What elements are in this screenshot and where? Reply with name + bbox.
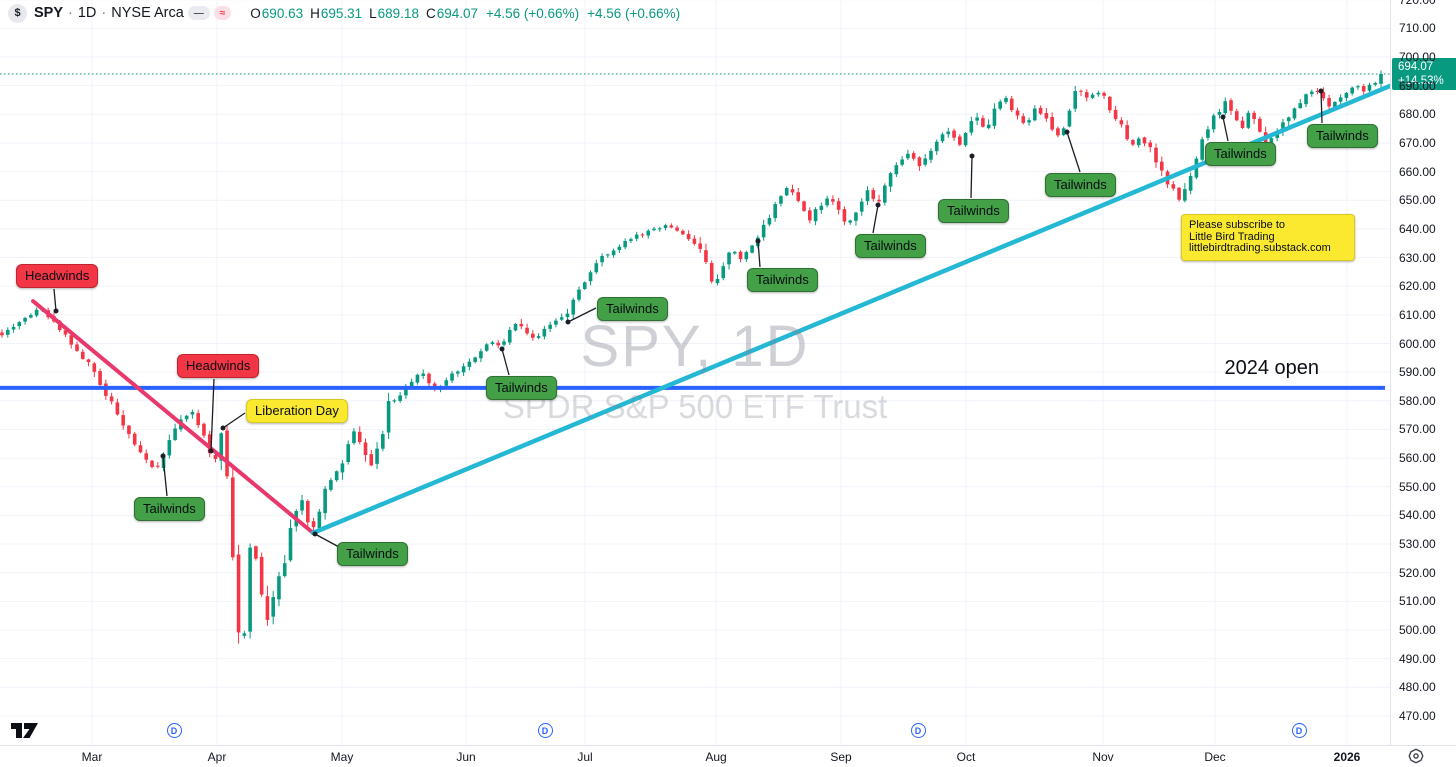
tailwinds-label[interactable]: Tailwinds [938, 199, 1009, 223]
high-value: 695.31 [320, 5, 363, 21]
price-tick-label: 510.00 [1399, 594, 1436, 609]
price-tick-label: 530.00 [1399, 537, 1436, 552]
candles [0, 70, 1383, 644]
time-tick-label: Sep [830, 750, 852, 764]
price-tick-label: 570.00 [1399, 422, 1436, 437]
tailwinds-label[interactable]: Tailwinds [1205, 142, 1276, 166]
headwinds-label[interactable]: Headwinds [16, 264, 99, 288]
time-tick-label: Nov [1092, 750, 1114, 764]
price-tick-label: 720.00 [1399, 0, 1436, 7]
symbol-logo[interactable]: $ [8, 3, 27, 23]
tailwinds-label[interactable]: Tailwinds [337, 542, 408, 566]
tailwinds-label[interactable]: Tailwinds [855, 234, 926, 258]
time-tick-label: Apr [207, 750, 227, 764]
subscribe-note-line: Little Bird Trading [1189, 230, 1275, 243]
price-tick-label: 690.00 [1399, 78, 1436, 93]
chart-pane[interactable]: SPY, 1D SPDR S&P 500 ETF Trust 2024 open… [0, 0, 1390, 745]
tailwinds-label[interactable]: Tailwinds [134, 497, 205, 521]
low-label: L [369, 5, 377, 21]
price-tick-label: 620.00 [1399, 279, 1436, 294]
annotation-callout-lines [53, 88, 1324, 548]
high-label: H [310, 5, 320, 21]
price-tick-label: 680.00 [1399, 107, 1436, 122]
tailwinds-label[interactable]: Tailwinds [1045, 173, 1116, 197]
approx-indicator-badge[interactable]: ≈ [213, 6, 232, 20]
symbol-header: $ SPY · 1D · NYSE Arca — ≈ O 690.63 H 695.… [8, 3, 680, 23]
price-tick-label: 700.00 [1399, 50, 1436, 64]
tradingview-logo[interactable] [10, 719, 40, 741]
extended-change-value: +4.56 (+0.66%) [587, 5, 681, 21]
tailwinds-label[interactable]: Tailwinds [486, 376, 557, 400]
low-value: 689.18 [377, 5, 419, 21]
price-tick-label: 520.00 [1399, 565, 1436, 580]
price-tick-label: 600.00 [1399, 336, 1436, 351]
last-price-tag: 694.07 +14.53% [1392, 57, 1456, 90]
price-tick-label: 660.00 [1399, 164, 1436, 179]
time-tick-label: May [330, 750, 354, 764]
change-value: +4.56 (+0.66%) [486, 5, 580, 21]
time-tick-label: Jul [577, 750, 593, 764]
ohlc-readout: O 690.63 H 695.31 L 689.18 C 694.07 +4.56 (+… [243, 6, 680, 21]
time-tick-label: Oct [956, 750, 976, 764]
price-tick-label: 480.00 [1399, 680, 1436, 695]
timeframe[interactable]: 1D [77, 5, 97, 21]
time-axis-settings-gear-icon[interactable] [1408, 748, 1424, 764]
price-tick-label: 590.00 [1399, 365, 1436, 380]
price-tick-label: 550.00 [1399, 479, 1436, 494]
time-tick-label: Dec [1204, 750, 1226, 764]
time-tick-label: 2026 [1333, 750, 1361, 764]
price-tick-label: 540.00 [1399, 508, 1436, 523]
price-tick-label: 640.00 [1399, 221, 1436, 236]
subscribe-note-line: Please subscribe to [1189, 219, 1285, 231]
time-tick-label: Aug [705, 750, 727, 764]
price-tick-label: 650.00 [1399, 193, 1436, 208]
dividend-marker[interactable]: D [910, 723, 926, 738]
price-tick-label: 710.00 [1399, 21, 1436, 36]
tailwinds-label[interactable]: Tailwinds [597, 297, 668, 321]
liberation-day-label[interactable]: Liberation Day [246, 399, 348, 423]
time-axis[interactable]: Mar Apr May Jun Jul Aug Sep Oct Nov Dec 2026 [0, 745, 1456, 767]
last-price-change-pct: +14.53% [1398, 74, 1444, 87]
subscribe-note-line: littlebirdtrading.substack.com [1189, 242, 1331, 254]
time-tick-label: Jun [456, 750, 476, 764]
close-label: C [425, 5, 436, 21]
dividend-marker[interactable]: D [1291, 723, 1307, 738]
price-tick-label: 560.00 [1399, 451, 1436, 466]
subscribe-note[interactable]: Please subscribe to Little Bird Trading li… [1181, 214, 1355, 261]
close-value: 694.07 [436, 5, 478, 21]
price-tick-label: 670.00 [1399, 135, 1436, 150]
headwinds-label[interactable]: Headwinds [177, 354, 260, 378]
separator: · [68, 5, 73, 21]
time-tick-label: Mar [81, 750, 103, 764]
dividend-marker[interactable]: D [537, 723, 553, 738]
last-price: 694.07 [1398, 60, 1434, 73]
separator: · [101, 5, 107, 21]
price-tick-label: 490.00 [1399, 651, 1436, 666]
open-label: O [250, 5, 261, 21]
muted-indicator-badge[interactable]: — [187, 6, 210, 20]
candlestick-chart[interactable] [0, 0, 1390, 745]
symbol-name[interactable]: SPY [34, 5, 64, 21]
dividend-marker[interactable]: D [166, 723, 182, 738]
price-axis[interactable]: 694.07 +14.53% 720.00710.00700.00690.006… [1390, 0, 1456, 745]
downtrend-line [31, 299, 315, 535]
price-tick-label: 610.00 [1399, 307, 1436, 322]
exchange-name[interactable]: NYSE Arca [111, 5, 184, 21]
tailwinds-label[interactable]: Tailwinds [747, 268, 818, 292]
open-value: 690.63 [261, 5, 304, 21]
price-tick-label: 580.00 [1399, 393, 1436, 408]
open-2024-line-label: 2024 open [1224, 357, 1319, 379]
price-tick-label: 630.00 [1399, 250, 1436, 265]
tailwinds-label[interactable]: Tailwinds [1307, 124, 1378, 148]
price-tick-label: 470.00 [1399, 708, 1436, 723]
price-tick-label: 500.00 [1399, 623, 1436, 637]
